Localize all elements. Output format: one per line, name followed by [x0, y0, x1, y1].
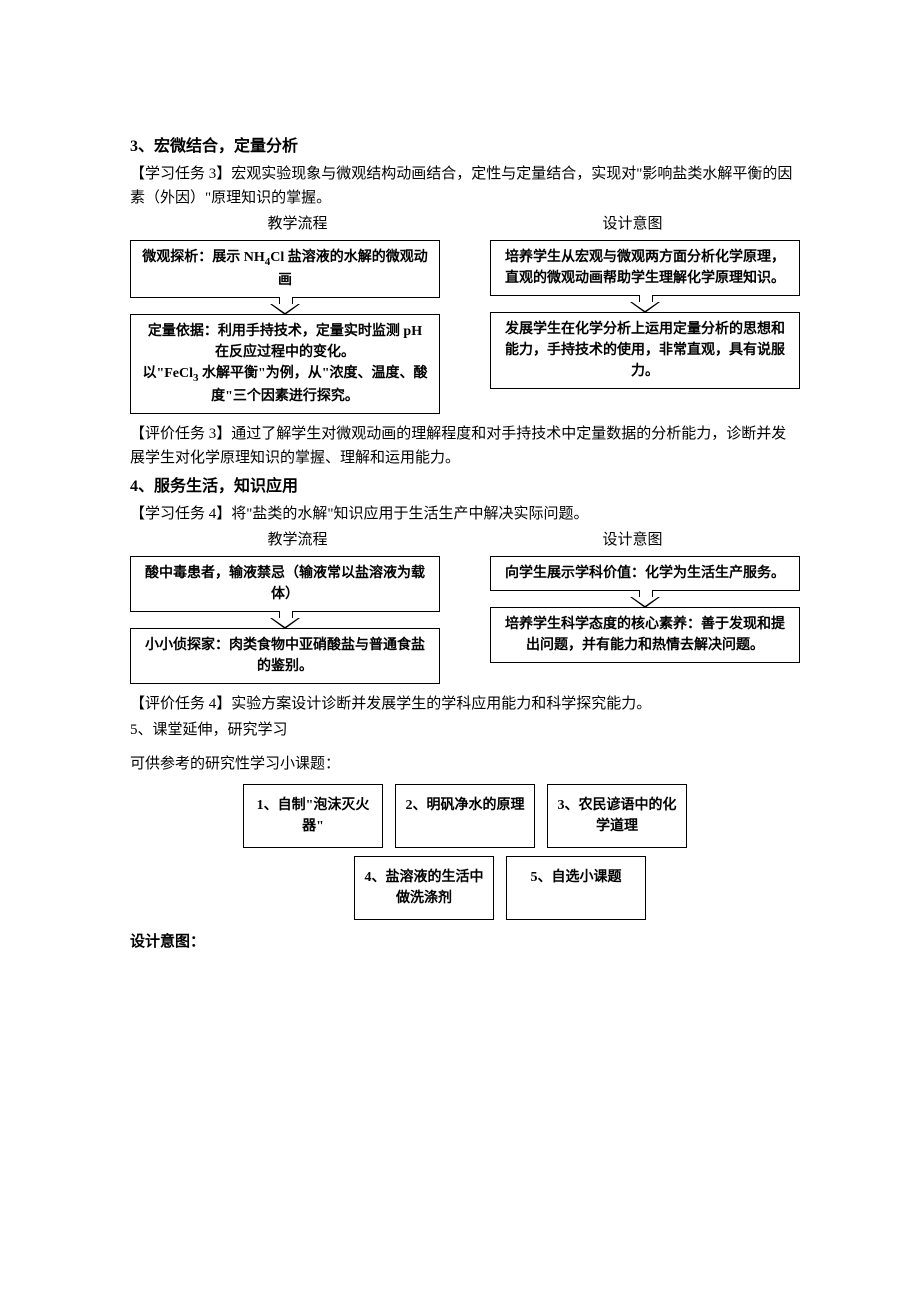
eval3-label: 【评价任务 3】	[130, 426, 231, 442]
task4-label: 【学习任务 4】	[130, 506, 231, 522]
section5-intro: 可供参考的研究性学习小课题：	[130, 752, 800, 776]
section3-eval: 【评价任务 3】通过了解学生对微观动画的理解程度和对手持技术中定量数据的分析能力…	[130, 422, 800, 470]
s4-right-box2: 培养学生科学态度的核心素养：善于发现和提出问题，并有能力和热情去解决问题。	[490, 607, 800, 663]
section5-heading: 5、课堂延伸，研究学习	[130, 718, 800, 742]
section3-right-col: 培养学生从宏观与微观两方面分析化学原理，直观的微观动画帮助学生理解化学原理知识。…	[490, 240, 800, 415]
topic-1: 1、自制"泡沫灭火器"	[243, 784, 383, 848]
section4-eval: 【评价任务 4】实验方案设计诊断并发展学生的学科应用能力和科学探究能力。	[130, 692, 800, 716]
s3-left-box2-l1: 定量依据：利用手持技术，定量实时监测 pH在反应过程中的变化。	[141, 321, 429, 363]
topics-row-2: 4、盐溶液的生活中做洗涤剂 5、自选小课题	[130, 856, 800, 920]
s3-left-box2: 定量依据：利用手持技术，定量实时监测 pH在反应过程中的变化。 以"FeCl3 …	[130, 314, 440, 414]
eval4-text: 实验方案设计诊断并发展学生的学科应用能力和科学探究能力。	[231, 696, 651, 712]
arrow-down-icon	[270, 611, 300, 629]
s3-right-box1: 培养学生从宏观与微观两方面分析化学原理，直观的微观动画帮助学生理解化学原理知识。	[490, 240, 800, 296]
topic-2: 2、明矾净水的原理	[395, 784, 535, 848]
topics-row-1: 1、自制"泡沫灭火器" 2、明矾净水的原理 3、农民谚语中的化学道理	[130, 784, 800, 848]
arrow-down-icon	[630, 295, 660, 313]
s3-left-box1: 微观探析：展示 NH4Cl 盐溶液的水解的微观动画	[130, 240, 440, 298]
col-right-title-4: 设计意图	[465, 528, 800, 552]
section3-heading: 3、宏微结合，定量分析	[130, 134, 800, 160]
section4-cols-header: 教学流程 设计意图	[130, 528, 800, 552]
eval4-label: 【评价任务 4】	[130, 696, 231, 712]
arrow-down-icon	[630, 590, 660, 608]
col-left-title-4: 教学流程	[130, 528, 465, 552]
topic-3: 3、农民谚语中的化学道理	[547, 784, 687, 848]
topic-5: 5、自选小课题	[506, 856, 646, 920]
s4-right-box1: 向学生展示学科价值：化学为生活生产服务。	[490, 556, 800, 591]
design-intent-label: 设计意图：	[130, 930, 800, 954]
s3-right-box2: 发展学生在化学分析上运用定量分析的思想和能力，手持技术的使用，非常直观，具有说服…	[490, 312, 800, 389]
col-left-title-3: 教学流程	[130, 212, 465, 236]
section3-task: 【学习任务 3】宏观实验现象与微观结构动画结合，定性与定量结合，实现对"影响盐类…	[130, 162, 800, 210]
section4-flow: 酸中毒患者，输液禁忌（输液常以盐溶液为载体） 小小侦探家：肉类食物中亚硝酸盐与普…	[130, 556, 800, 684]
section4-left-col: 酸中毒患者，输液禁忌（输液常以盐溶液为载体） 小小侦探家：肉类食物中亚硝酸盐与普…	[130, 556, 440, 684]
topic-4: 4、盐溶液的生活中做洗涤剂	[354, 856, 494, 920]
section3-left-col: 微观探析：展示 NH4Cl 盐溶液的水解的微观动画 定量依据：利用手持技术，定量…	[130, 240, 440, 415]
arrow-down-icon	[270, 297, 300, 315]
s4-left-box1: 酸中毒患者，输液禁忌（输液常以盐溶液为载体）	[130, 556, 440, 612]
section3-flow: 微观探析：展示 NH4Cl 盐溶液的水解的微观动画 定量依据：利用手持技术，定量…	[130, 240, 800, 415]
col-right-title-3: 设计意图	[465, 212, 800, 236]
section4-task: 【学习任务 4】将"盐类的水解"知识应用于生活生产中解决实际问题。	[130, 502, 800, 526]
task3-label: 【学习任务 3】	[130, 166, 231, 182]
section4-right-col: 向学生展示学科价值：化学为生活生产服务。 培养学生科学态度的核心素养：善于发现和…	[490, 556, 800, 684]
task4-text: 将"盐类的水解"知识应用于生活生产中解决实际问题。	[231, 506, 588, 522]
s4-left-box2: 小小侦探家：肉类食物中亚硝酸盐与普通食盐的鉴别。	[130, 628, 440, 684]
s3-left-box2-l2: 以"FeCl3 水解平衡"为例，从"浓度、温度、酸度"三个因素进行探究。	[141, 363, 429, 407]
section3-cols-header: 教学流程 设计意图	[130, 212, 800, 236]
section4-heading: 4、服务生活，知识应用	[130, 474, 800, 500]
